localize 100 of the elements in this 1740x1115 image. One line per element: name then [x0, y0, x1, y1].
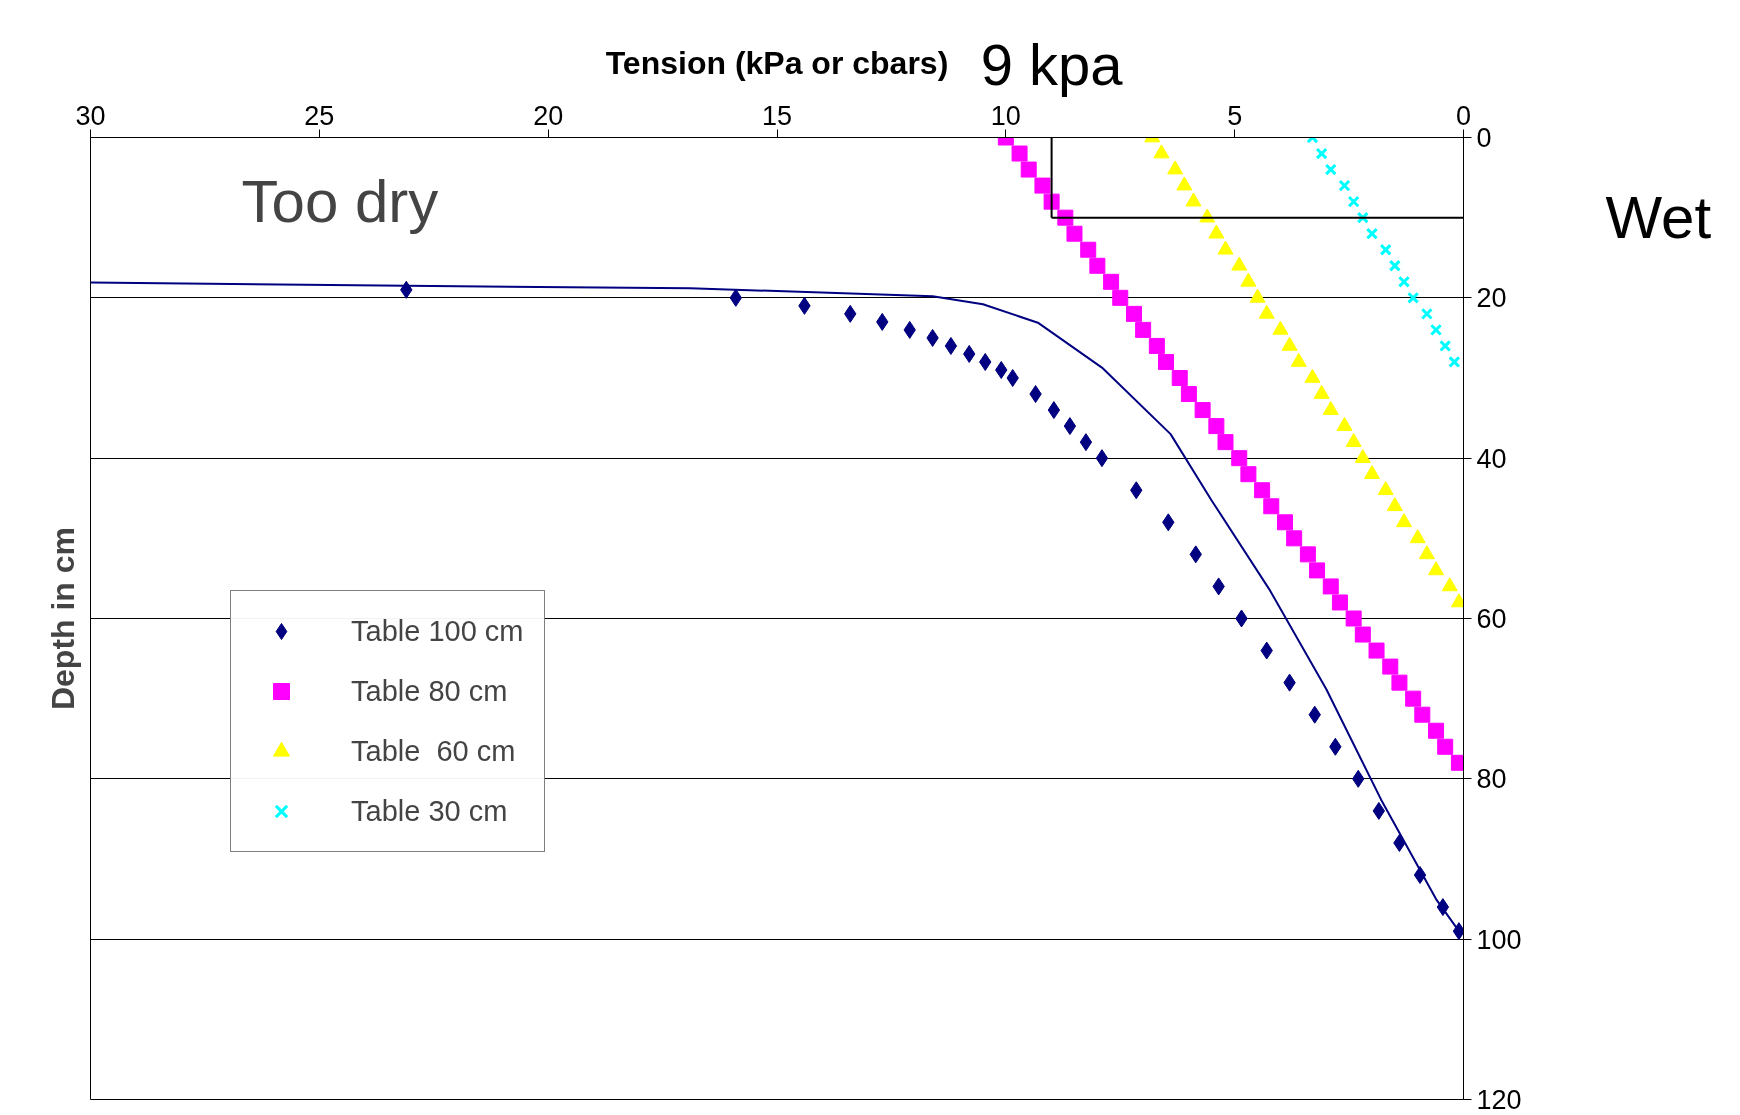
point [1304, 368, 1321, 383]
point [1148, 337, 1165, 354]
legend-label: Table 100 cm [351, 614, 524, 648]
point [1217, 434, 1234, 451]
ref-line-label: 9 kpa [980, 31, 1124, 97]
point [1379, 243, 1392, 256]
y-tick-label: 40 [1476, 443, 1507, 474]
point [1258, 304, 1275, 319]
point [1322, 400, 1339, 415]
point [1208, 418, 1225, 435]
point [1176, 176, 1193, 191]
point [1180, 386, 1197, 403]
x-tick-label: 10 [990, 100, 1021, 131]
point [1249, 288, 1266, 303]
legend-label: Table 30 cm [351, 794, 508, 828]
point [1331, 594, 1348, 611]
point [1368, 642, 1385, 659]
x-tick-label: 30 [75, 100, 106, 131]
point [1208, 224, 1225, 239]
point [1345, 610, 1362, 627]
point [1079, 433, 1093, 452]
point [1240, 466, 1257, 483]
point [1386, 497, 1403, 512]
y-tick-label: 0 [1476, 123, 1492, 153]
point [1363, 465, 1380, 480]
point [1089, 257, 1106, 274]
point [1448, 355, 1461, 369]
point [1377, 481, 1394, 496]
point [1063, 417, 1077, 436]
ref-line-label: Wet [1605, 184, 1712, 252]
x-axis-title: Tension (kPa or cbars) [605, 44, 949, 81]
point [1299, 546, 1316, 563]
x-tick-label: 15 [761, 100, 793, 131]
y-tick-label: 100 [1476, 924, 1522, 955]
y-tick-label: 20 [1476, 283, 1507, 314]
point [1437, 738, 1454, 755]
annotation: Too dry [241, 168, 439, 236]
point [1428, 722, 1445, 739]
x-tick-label: 25 [304, 100, 335, 131]
point [944, 336, 958, 355]
point [1125, 305, 1142, 322]
point [1006, 369, 1019, 387]
point [1347, 195, 1360, 208]
point [1315, 147, 1328, 160]
point [1066, 225, 1083, 242]
point [1020, 161, 1037, 178]
point [1391, 674, 1408, 691]
legend-label: Table 80 cm [351, 674, 508, 708]
point [1414, 706, 1431, 723]
x-tick-label: 20 [533, 100, 564, 131]
y-tick-label: 120 [1476, 1085, 1522, 1115]
y-tick-label: 60 [1476, 604, 1507, 634]
point [1185, 192, 1202, 207]
point [1428, 561, 1445, 576]
point [1407, 291, 1420, 304]
point [1135, 321, 1152, 338]
point [1103, 273, 1120, 290]
point [1286, 530, 1303, 547]
point [1405, 690, 1422, 707]
point [1388, 259, 1401, 272]
point [1382, 658, 1399, 675]
point [1153, 144, 1170, 159]
point [1095, 449, 1109, 468]
point [1272, 320, 1289, 335]
point [1354, 626, 1371, 643]
point [1047, 401, 1061, 420]
legend-label: Table 60 cm [351, 734, 516, 768]
x-tick-label: 0 [1455, 100, 1472, 131]
point [1322, 578, 1339, 595]
point [1158, 353, 1175, 370]
point [1409, 529, 1426, 544]
point [1439, 339, 1452, 353]
point [1263, 498, 1280, 515]
point [1167, 160, 1184, 175]
point [1418, 545, 1435, 560]
point [1254, 482, 1271, 499]
point [1397, 275, 1411, 288]
point [1240, 272, 1257, 287]
point [1034, 177, 1051, 194]
point [1171, 370, 1188, 386]
point [1365, 227, 1379, 240]
x-tick-label: 5 [1227, 100, 1243, 131]
point [1194, 402, 1211, 419]
y-tick-label: 80 [1476, 764, 1507, 795]
point [1281, 336, 1298, 351]
point [1277, 514, 1294, 531]
point [1441, 577, 1458, 592]
point [1420, 307, 1433, 320]
point [1217, 240, 1234, 255]
point [1338, 179, 1351, 192]
point [1354, 449, 1371, 463]
point [1324, 163, 1337, 176]
point [1231, 450, 1248, 467]
point [1231, 256, 1248, 271]
point [1290, 352, 1307, 367]
point [1313, 384, 1330, 399]
point [1080, 241, 1097, 258]
y-axis-title: Depth in cm [44, 526, 81, 711]
point [1309, 562, 1326, 579]
point [1011, 145, 1028, 162]
